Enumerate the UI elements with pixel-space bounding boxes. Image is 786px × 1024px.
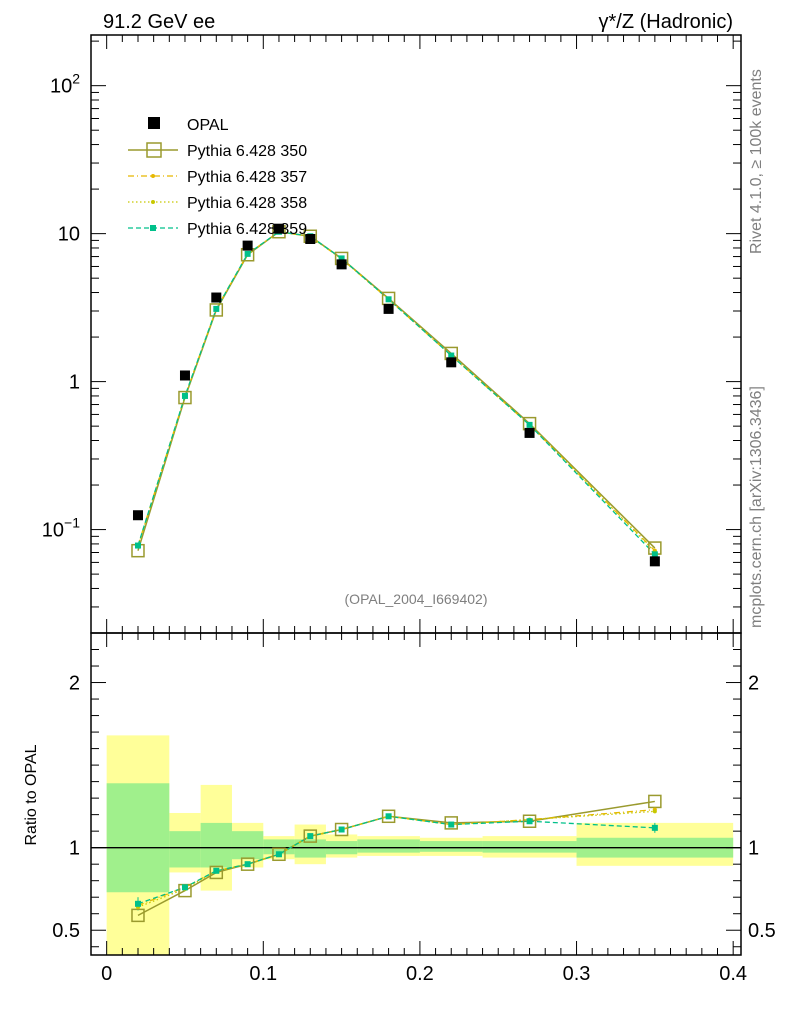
data-point-359 xyxy=(181,392,188,399)
ratio-y-tick-label-left: 0.5 xyxy=(52,920,80,942)
data-point-359 xyxy=(338,255,345,262)
ratio-y-tick-label-right: 2 xyxy=(748,673,759,695)
data-point-opal xyxy=(273,223,284,234)
uncertainty-band-inner xyxy=(169,831,201,868)
legend-label-opal: OPAL xyxy=(187,117,229,134)
ratio-point-359 xyxy=(134,900,141,907)
legend-marker-357 xyxy=(151,174,155,178)
data-point-opal xyxy=(305,233,316,244)
ratio-point-350 xyxy=(240,857,255,871)
ratio-point-359 xyxy=(181,884,188,891)
y-tick-label: 1 xyxy=(69,372,80,394)
ratio-point-359 xyxy=(448,821,455,828)
legend-marker-350 xyxy=(146,142,162,158)
x-tick-label: 0.1 xyxy=(249,963,277,985)
series-line xyxy=(137,231,656,552)
ratio-point-350 xyxy=(381,809,396,824)
x-tick-label: 0 xyxy=(101,963,112,985)
legend-label-350: Pythia 6.428 350 xyxy=(187,143,307,160)
ratio-point-350 xyxy=(334,822,349,837)
data-point-359 xyxy=(651,551,658,558)
uncertainty-band-inner xyxy=(482,841,577,853)
data-point-359 xyxy=(526,421,533,428)
data-point-opal xyxy=(649,556,660,567)
main-plot: 10−1 1 10 102 xyxy=(42,34,742,634)
ratio-point-350 xyxy=(522,814,537,828)
uncertainty-band-inner xyxy=(231,831,264,860)
data-point-opal xyxy=(179,370,190,381)
data-point-opal xyxy=(446,357,457,368)
ratio-point-mc xyxy=(652,809,657,814)
data-point-350 xyxy=(178,390,192,405)
rivet-version-label: Rivet 4.1.0, ≥ 100k events xyxy=(748,69,765,254)
mcplots-label: mcplots.cern.ch [arXiv:1306.3436] xyxy=(748,386,765,628)
data-point-opal xyxy=(132,510,143,521)
ratio-point-350 xyxy=(444,816,458,830)
series-line xyxy=(137,230,656,551)
ratio-y-tick-label-left: 2 xyxy=(69,673,80,695)
data-point-350 xyxy=(209,303,224,317)
ratio-content xyxy=(91,735,741,955)
uncertainty-band-inner xyxy=(294,839,326,858)
ratio-point-350 xyxy=(272,847,286,862)
y-tick-label: 10−1 xyxy=(42,515,80,542)
ratio-point-359 xyxy=(338,826,345,833)
ratio-y-axis-label: Ratio to OPAL xyxy=(23,744,40,845)
data-point-359 xyxy=(448,352,455,359)
data-point-359 xyxy=(244,250,251,257)
series-line xyxy=(137,231,656,555)
uncertainty-band-inner xyxy=(357,839,420,853)
ratio-point-359 xyxy=(651,824,658,831)
uncertainty-band-inner xyxy=(419,841,483,852)
y-tick-label: 10 xyxy=(58,224,80,246)
data-point-359 xyxy=(134,542,141,549)
series-line xyxy=(137,231,656,553)
legend-label-357: Pythia 6.428 357 xyxy=(187,169,307,186)
data-point-opal xyxy=(242,240,253,251)
analysis-id-label: (OPAL_2004_I669402) xyxy=(345,591,488,607)
ratio-y-tick-label-left: 1 xyxy=(69,838,80,860)
header-right-title: γ*/Z (Hadronic) xyxy=(599,11,733,33)
ratio-plot-frame xyxy=(90,632,742,956)
legend-marker-358 xyxy=(151,200,155,204)
y-tick-label: 102 xyxy=(50,71,80,98)
ratio-point-359 xyxy=(213,867,220,874)
legend-label-359: Pythia 6.428 359 xyxy=(187,221,307,238)
ratio-point-359 xyxy=(307,833,314,840)
data-point-opal xyxy=(211,292,222,303)
ratio-plot: 0.5 0.5 1 1 2 2 0 0.1 0.2 0.3 0.4 xyxy=(52,632,776,985)
x-tick-label: 0.2 xyxy=(406,963,434,985)
data-point-opal xyxy=(336,259,347,270)
legend-marker-opal xyxy=(148,117,160,129)
ratio-point-359 xyxy=(526,818,533,825)
data-point-opal xyxy=(524,427,535,438)
data-point-359 xyxy=(385,296,392,303)
data-point-opal xyxy=(383,303,394,314)
data-point-359 xyxy=(213,305,220,312)
ratio-point-350 xyxy=(209,865,224,880)
uncertainty-band-inner xyxy=(200,822,232,868)
legend-label-358: Pythia 6.428 358 xyxy=(187,195,307,212)
ratio-y-tick-label-right: 0.5 xyxy=(748,920,776,942)
ratio-point-359 xyxy=(385,813,392,820)
ratio-y-tick-label-right: 1 xyxy=(748,838,759,860)
ratio-point-350 xyxy=(131,908,145,923)
header-left-title: 91.2 GeV ee xyxy=(103,11,215,33)
legend-marker-359 xyxy=(150,225,156,231)
ratio-point-359 xyxy=(275,851,282,858)
ratio-point-359 xyxy=(244,861,251,868)
uncertainty-band-inner xyxy=(106,783,170,893)
x-tick-label: 0.4 xyxy=(719,963,747,985)
x-tick-label: 0.3 xyxy=(563,963,591,985)
ratio-point-350 xyxy=(648,794,662,809)
legend: OPAL Pythia 6.428 350 Pythia 6.428 357 P… xyxy=(128,117,307,238)
ratio-point-350 xyxy=(303,829,318,843)
